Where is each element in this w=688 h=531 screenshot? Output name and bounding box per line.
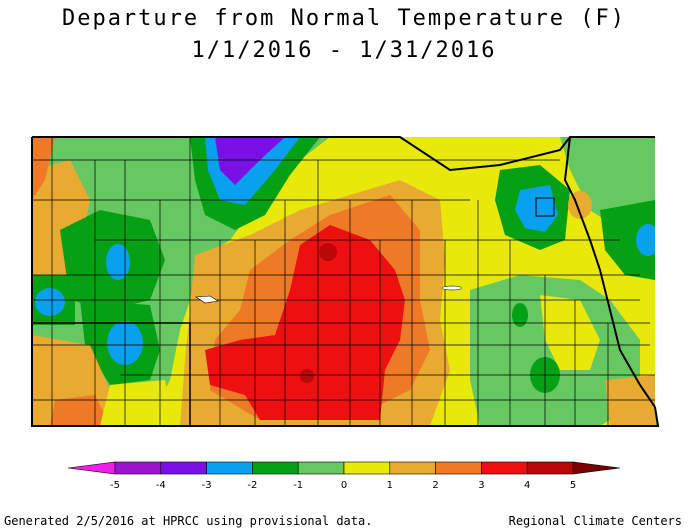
legend-swatch [343,461,391,475]
legend-swatch [206,461,253,475]
legend-label: -3 [202,480,212,491]
legend-label: 2 [432,480,438,491]
legend-label: 3 [478,480,484,491]
credit-text: Regional Climate Centers [508,514,682,528]
legend-arrow-high [572,461,621,475]
legend-swatch [526,461,574,475]
legend-swatch [435,461,482,475]
generated-note: Generated 2/5/2016 at HPRCC using provis… [4,514,373,528]
lake [195,295,219,304]
county-outline [535,197,555,217]
legend-swatch [160,461,207,475]
legend-swatch [114,461,162,475]
legend-label: 5 [570,480,576,491]
legend-label: -2 [247,480,257,491]
legend-labels: -5 -4 -3 -2 -1 0 1 2 3 4 5 [110,480,576,491]
state-border-sw [32,322,191,426]
county-lines [32,137,655,426]
legend-label: 0 [341,480,347,491]
map-date-range: 1/1/2016 - 1/31/2016 [191,38,497,63]
legend-swatch [297,461,345,475]
legend-label: 1 [387,480,393,491]
small-lakes [441,285,463,291]
legend-label: -1 [293,480,303,491]
legend-swatch [389,461,436,475]
legend-arrow-low [67,461,116,475]
legend-swatch [481,461,528,475]
legend-swatch [252,461,299,475]
map-title: Departure from Normal Temperature (F) [61,6,627,31]
missouri-river [563,136,656,408]
legend-swatches [67,461,621,475]
shaded-contours [32,137,658,426]
legend-label: -4 [156,480,166,491]
legend-label: 4 [524,480,530,491]
legend-label: -5 [110,480,120,491]
